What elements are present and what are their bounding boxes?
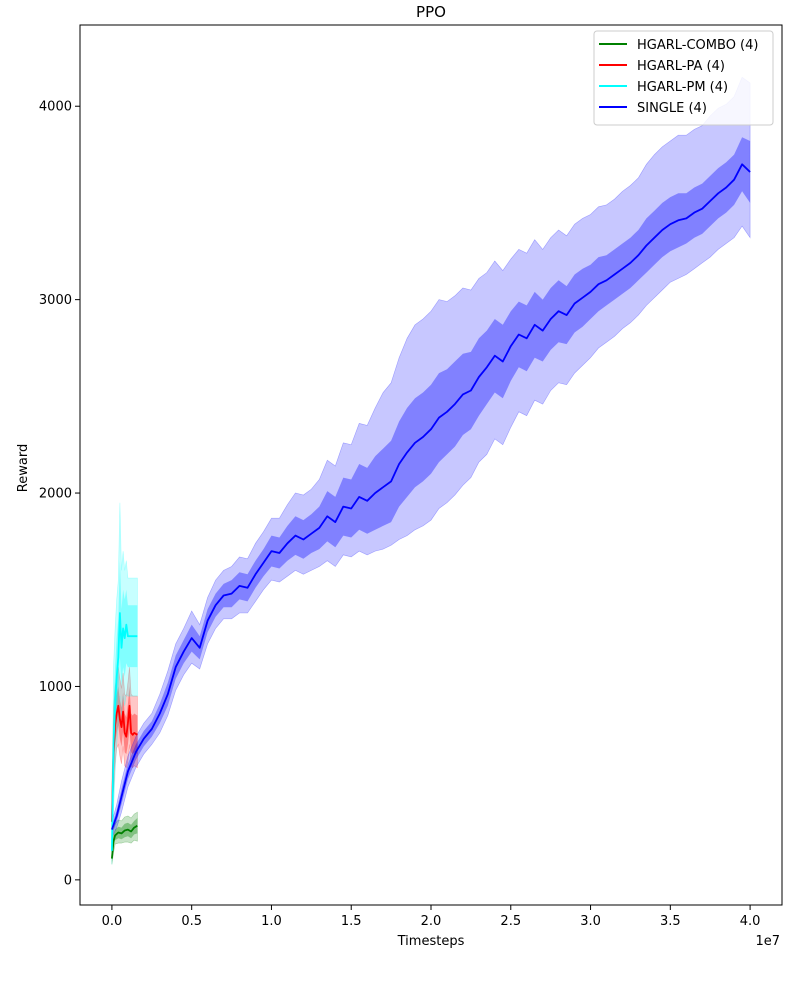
x-tick-label: 3.0 [580, 914, 601, 929]
plot-area [111, 76, 751, 865]
x-tick-label: 0.5 [181, 914, 202, 929]
x-tick-label: 1.5 [341, 914, 362, 929]
x-axis-offset-label: 1e7 [755, 934, 780, 949]
y-tick-label: 4000 [39, 100, 72, 115]
legend-entry-label: SINGLE (4) [637, 101, 707, 116]
legend-entry-label: HGARL-PA (4) [637, 59, 725, 74]
y-tick-label: 0 [64, 873, 72, 888]
series-hgarl-combo-4-line [111, 824, 138, 859]
legend: HGARL-COMBO (4) HGARL-PA (4) HGARL-PM (4) S… [593, 30, 774, 126]
legend-entry-label: HGARL-COMBO (4) [637, 38, 758, 53]
series-single-4-line [111, 163, 751, 830]
legend-box [593, 30, 774, 126]
series-hgarl-pa-4-line [111, 704, 138, 822]
legend-entry-label: HGARL-PM (4) [637, 80, 728, 95]
x-axis-label: Timesteps [397, 934, 465, 949]
y-axis: 0 1000 2000 3000 4000 [39, 100, 80, 888]
series-single-4-range-band [111, 76, 751, 838]
x-tick-label: 2.0 [421, 914, 442, 929]
y-tick-label: 3000 [39, 293, 72, 308]
x-tick-label: 0.0 [102, 914, 123, 929]
y-tick-label: 2000 [39, 487, 72, 502]
x-tick-label: 1.0 [261, 914, 282, 929]
chart-title: PPO [416, 3, 446, 21]
series-hgarl-combo-4-std-band [111, 818, 138, 863]
x-axis: 0.0 0.5 1.0 1.5 2.0 2.5 3.0 3.5 4.0 [102, 905, 761, 929]
series-hgarl-combo-4-range-band [111, 811, 138, 865]
series-hgarl-pm-4-line [111, 612, 138, 851]
y-tick-label: 1000 [39, 680, 72, 695]
series-single-4-std-band [111, 137, 751, 834]
y-axis-label: Reward [16, 444, 31, 492]
x-tick-label: 4.0 [740, 914, 761, 929]
series-hgarl-pm-4-range-band [111, 502, 138, 865]
x-tick-label: 3.5 [660, 914, 681, 929]
x-tick-label: 2.5 [500, 914, 521, 929]
